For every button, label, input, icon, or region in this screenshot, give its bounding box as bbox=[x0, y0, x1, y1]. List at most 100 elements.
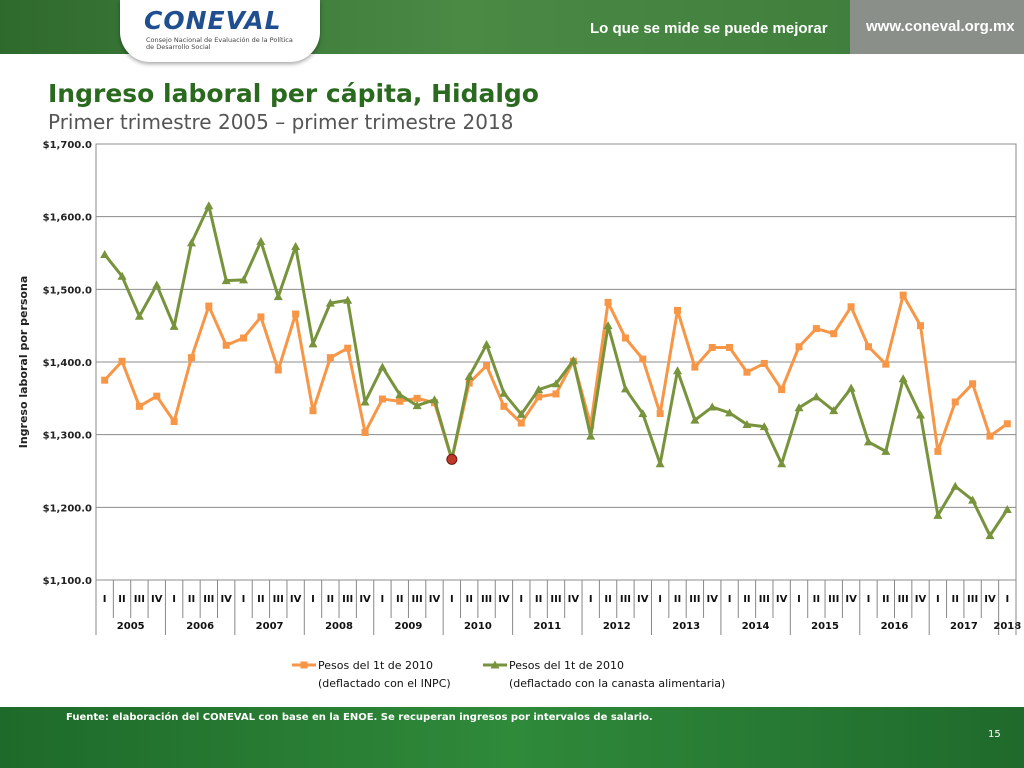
legend-marker-inpc bbox=[300, 661, 308, 669]
data-point-canasta bbox=[673, 366, 683, 375]
x-tick-label-year: 2011 bbox=[533, 621, 561, 632]
data-point-canasta bbox=[725, 408, 735, 417]
x-tick-label-quarter: IV bbox=[290, 594, 302, 605]
x-tick-label-quarter: IV bbox=[498, 594, 510, 605]
x-tick-label-quarter: III bbox=[689, 594, 700, 605]
header-bar: CONEVAL Consejo Nacional de Evaluación d… bbox=[0, 0, 1024, 62]
x-tick-label-quarter: IV bbox=[706, 594, 718, 605]
x-tick-label-quarter: I bbox=[936, 594, 940, 605]
line-chart: $1,100.0 $1,200.0 $1,300.0 $1,400.0 $1,500.0… bbox=[17, 140, 1021, 690]
data-point-canasta bbox=[568, 356, 578, 365]
data-point-inpc bbox=[969, 380, 977, 388]
data-point-inpc bbox=[361, 428, 369, 436]
data-point-inpc bbox=[778, 386, 786, 394]
y-tick-label: $1,200.0 bbox=[43, 503, 92, 514]
x-tick-label-quarter: IV bbox=[845, 594, 857, 605]
data-point-inpc bbox=[292, 310, 300, 318]
x-tick-label-quarter: II bbox=[604, 594, 611, 605]
x-tick-label-quarter: II bbox=[257, 594, 264, 605]
legend-label-inpc-detail: (deflactado con el INPC) bbox=[318, 677, 451, 690]
data-point-canasta bbox=[707, 402, 717, 411]
x-tick-label-quarter: I bbox=[867, 594, 871, 605]
x-tick-label-quarter: I bbox=[103, 594, 107, 605]
url-box: www.coneval.org.mx bbox=[850, 0, 1024, 54]
x-tick-label-year: 2015 bbox=[811, 621, 839, 632]
legend-label-canasta-detail: (deflactado con la canasta alimentaria) bbox=[509, 677, 725, 690]
x-tick-label-quarter: IV bbox=[429, 594, 441, 605]
data-point-canasta bbox=[742, 419, 752, 428]
data-point-inpc bbox=[135, 402, 143, 410]
data-point-inpc bbox=[118, 357, 126, 365]
data-point-canasta bbox=[620, 384, 630, 393]
x-tick-label-quarter: II bbox=[882, 594, 889, 605]
x-tick-label-quarter: IV bbox=[359, 594, 371, 605]
data-point-inpc bbox=[882, 360, 890, 368]
data-point-inpc bbox=[326, 354, 334, 362]
x-tick-label-quarter: III bbox=[967, 594, 978, 605]
data-point-inpc bbox=[864, 343, 872, 351]
slide-subtitle: Primer trimestre 2005 – primer trimestre… bbox=[48, 110, 514, 134]
data-point-inpc bbox=[812, 325, 820, 333]
data-point-canasta bbox=[759, 422, 769, 431]
data-point-canasta bbox=[898, 374, 908, 383]
x-tick-label-quarter: I bbox=[172, 594, 176, 605]
data-point-canasta bbox=[291, 241, 301, 250]
data-point-inpc bbox=[101, 376, 109, 384]
data-point-canasta bbox=[985, 531, 995, 540]
x-tick-label-quarter: III bbox=[412, 594, 423, 605]
x-tick-label-year: 2017 bbox=[950, 621, 978, 632]
x-tick-label-quarter: IV bbox=[151, 594, 163, 605]
data-point-canasta bbox=[811, 392, 821, 401]
data-point-inpc bbox=[847, 303, 855, 311]
data-point-canasta bbox=[134, 311, 144, 320]
x-tick-label-quarter: II bbox=[188, 594, 195, 605]
x-tick-label-quarter: III bbox=[620, 594, 631, 605]
x-tick-label-quarter: III bbox=[481, 594, 492, 605]
data-point-inpc bbox=[483, 362, 491, 370]
data-point-inpc bbox=[413, 394, 421, 402]
data-point-canasta bbox=[655, 459, 665, 468]
x-tick-label-quarter: II bbox=[952, 594, 959, 605]
site-url[interactable]: www.coneval.org.mx bbox=[866, 18, 1015, 35]
x-tick-label-quarter: III bbox=[342, 594, 353, 605]
data-point-canasta bbox=[152, 280, 162, 289]
x-tick-label-quarter: II bbox=[327, 594, 334, 605]
data-point-inpc bbox=[795, 343, 803, 351]
data-point-inpc bbox=[222, 341, 230, 349]
data-point-inpc bbox=[674, 306, 682, 314]
x-tick-label-quarter: I bbox=[311, 594, 315, 605]
data-point-canasta bbox=[551, 379, 561, 388]
x-tick-label-quarter: IV bbox=[637, 594, 649, 605]
data-point-inpc bbox=[604, 298, 612, 306]
data-point-canasta bbox=[846, 383, 856, 392]
x-tick-label-quarter: II bbox=[396, 594, 403, 605]
data-point-inpc bbox=[205, 302, 213, 310]
x-tick-label-quarter: I bbox=[1005, 594, 1009, 605]
x-tick-label-quarter: II bbox=[743, 594, 750, 605]
x-tick-label-quarter: IV bbox=[220, 594, 232, 605]
x-tick-label-quarter: I bbox=[519, 594, 523, 605]
data-point-canasta bbox=[464, 372, 474, 381]
x-tick-label-quarter: III bbox=[273, 594, 284, 605]
x-tick-label-quarter: III bbox=[759, 594, 770, 605]
data-point-canasta bbox=[829, 406, 839, 415]
data-point-canasta bbox=[586, 431, 596, 440]
data-point-canasta bbox=[777, 459, 787, 468]
y-tick-label: $1,400.0 bbox=[43, 358, 92, 369]
data-point-inpc bbox=[951, 398, 959, 406]
data-point-canasta bbox=[169, 321, 179, 330]
data-point-canasta bbox=[273, 292, 283, 301]
data-point-canasta bbox=[100, 249, 110, 258]
data-point-canasta bbox=[881, 446, 891, 455]
y-tick-label: $1,100.0 bbox=[43, 576, 92, 587]
x-tick-label-quarter: II bbox=[535, 594, 542, 605]
data-point-canasta bbox=[863, 437, 873, 446]
data-point-inpc bbox=[934, 447, 942, 455]
data-point-inpc bbox=[187, 354, 195, 362]
x-tick-label-quarter: III bbox=[898, 594, 909, 605]
y-tick-label: $1,500.0 bbox=[43, 285, 92, 296]
x-tick-label-quarter: IV bbox=[915, 594, 927, 605]
data-point-inpc bbox=[691, 363, 699, 371]
data-point-inpc bbox=[830, 330, 838, 338]
data-point-inpc bbox=[500, 402, 508, 410]
